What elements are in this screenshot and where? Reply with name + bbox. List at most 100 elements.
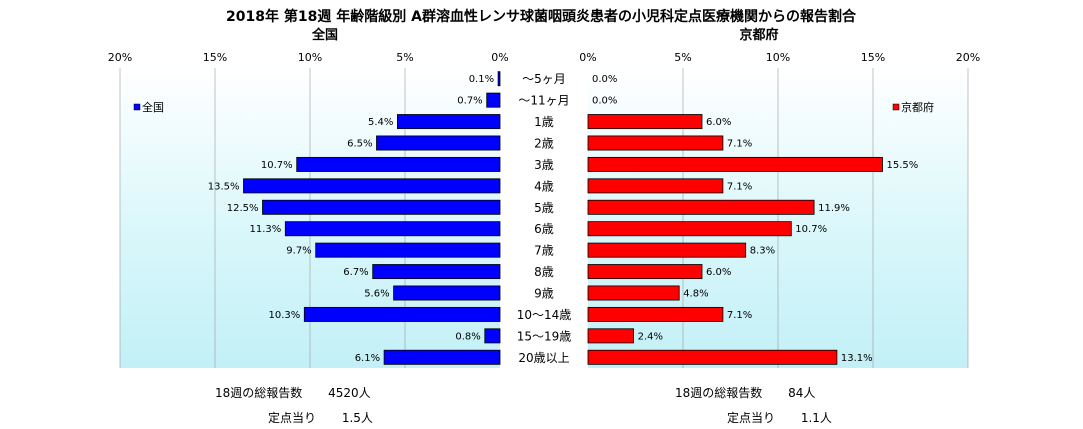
right-value-label-3: 7.1% [727,139,752,150]
left-value-label-7: 11.3% [250,224,282,235]
right-bar-5 [587,178,724,194]
right-value-label-5: 7.1% [727,181,752,192]
left-value-label-13: 6.1% [355,353,380,364]
left-bar-9 [372,264,501,280]
left-tick-label-0: 0% [491,51,508,64]
left-tick-label-15: 15% [203,51,227,64]
category-label-12: 15～19歳 [517,329,572,343]
right-tick-label-15: 15% [861,51,885,64]
left-value-label-9: 6.7% [343,267,368,278]
left-tick-label-5: 5% [396,51,413,64]
left-bar-2 [396,114,501,130]
left-value-label-2: 5.4% [368,117,393,128]
right-value-label-4: 15.5% [887,160,919,171]
right-tick-label-5: 5% [674,51,691,64]
footer-right-total-value: 84人 [788,386,816,400]
right-value-label-9: 6.0% [706,267,731,278]
right-value-label-7: 10.7% [795,224,827,235]
right-bars [587,114,883,365]
left-bar-10 [393,285,501,301]
left-value-label-1: 0.7% [457,96,482,107]
right-tick-labels: 0% 5% 10% 15% 20% [579,51,980,64]
left-bar-5 [243,178,501,194]
right-bar-9 [587,264,703,280]
left-value-label-4: 10.7% [261,160,293,171]
footer-right-total-label: 18週の総報告数 [675,386,763,400]
right-tick-label-10: 10% [766,51,790,64]
right-bar-2 [587,114,703,130]
left-value-label-10: 5.6% [364,289,389,300]
left-value-label-6: 12.5% [227,203,259,214]
footer-right-per-value: 1.1人 [800,411,832,425]
category-label-5: 4歳 [534,179,554,193]
left-value-label-3: 6.5% [347,139,372,150]
footer-left-per: 定点当り 1.5人 [268,409,373,426]
category-label-7: 6歳 [534,222,554,236]
right-value-label-10: 4.8% [683,289,708,300]
category-label-2: 1歳 [534,115,554,129]
legend-left-swatch [133,103,141,111]
left-value-label-5: 13.5% [208,181,240,192]
left-tick-label-10: 10% [298,51,322,64]
legend-left: 全国 [133,100,164,114]
right-bar-8 [587,242,747,258]
footer-right-total: 18週の総報告数 84人 [675,384,815,401]
right-bar-6 [587,199,815,215]
right-value-label-8: 8.3% [750,246,775,257]
category-label-10: 9歳 [534,287,554,301]
right-bar-11 [587,306,724,322]
footer-left-total-value: 4520人 [328,386,371,400]
footer-right-per: 定点当り 1.1人 [727,409,832,426]
left-bar-6 [262,199,501,215]
category-label-4: 3歳 [534,158,554,172]
left-value-label-12: 0.8% [455,331,480,342]
category-labels: ～5ヶ月 ～11ヶ月 1歳 2歳 3歳 4歳 5歳 6歳 7歳 8歳 9歳 10～14歳 15～19歳 2… [517,72,572,365]
right-value-label-6: 11.9% [818,203,850,214]
left-value-label-8: 9.7% [286,246,311,257]
right-value-label-13: 13.1% [841,353,873,364]
right-panel: 0% 5% 10% 15% 20% 0.0% 0.0% 6.0% 7.1% 15.5% 7.1% 1… [579,51,980,368]
right-bar-7 [587,221,792,237]
legend-left-label: 全国 [142,100,164,114]
left-bars [243,71,501,365]
category-label-8: 7歳 [534,244,554,258]
footer-left-per-label: 定点当り [268,411,317,425]
category-label-11: 10～14歳 [517,308,572,322]
legend-right-swatch [892,103,900,111]
left-tick-labels: 0% 5% 10% 15% 20% [108,51,509,64]
chart-title: 2018年 第18週 年齢階級別 A群溶血性レンサ球菌咽頭炎患者の小児科定点医療… [226,8,857,25]
right-tick-label-20: 20% [956,51,980,64]
category-label-6: 5歳 [534,201,554,215]
panel-title-left: 全国 [311,27,338,43]
left-bar-13 [383,349,501,365]
category-label-0: ～5ヶ月 [522,72,566,86]
left-bar-4 [296,156,501,172]
category-label-13: 20歳以上 [518,351,569,365]
right-value-labels: 0.0% 0.0% 6.0% 7.1% 15.5% 7.1% 11.9% 10.7% 8.3% 6… [592,74,918,364]
right-bar-10 [587,285,680,301]
category-label-1: ～11ヶ月 [518,94,569,108]
legend-right-label: 京都府 [901,100,934,114]
left-value-label-11: 10.3% [269,310,301,321]
legend-right: 京都府 [892,100,934,114]
right-bar-13 [587,349,838,365]
left-value-label-0: 0.1% [469,74,494,85]
left-tick-label-20: 20% [108,51,132,64]
left-bar-0 [497,71,501,87]
left-bar-3 [376,135,501,151]
right-value-label-11: 7.1% [727,310,752,321]
right-bar-12 [587,328,634,344]
left-value-labels: 0.1% 0.7% 5.4% 6.5% 10.7% 13.5% 12.5% 11.3% 9.7%… [208,74,494,364]
left-bar-1 [486,92,501,108]
panel-title-right: 京都府 [739,27,778,43]
left-bar-8 [315,242,501,258]
right-value-label-1: 0.0% [592,96,617,107]
left-panel: 0% 5% 10% 15% 20% 0.1% 0.7% 5.4% 6.5% 10.7% 13.5%… [108,51,509,368]
right-bar-3 [587,135,724,151]
category-label-3: 2歳 [534,137,554,151]
right-tick-label-0: 0% [579,51,596,64]
left-bar-7 [284,221,501,237]
footer-left-total: 18週の総報告数 4520人 [215,384,371,401]
footer-left-total-label: 18週の総報告数 [215,386,303,400]
